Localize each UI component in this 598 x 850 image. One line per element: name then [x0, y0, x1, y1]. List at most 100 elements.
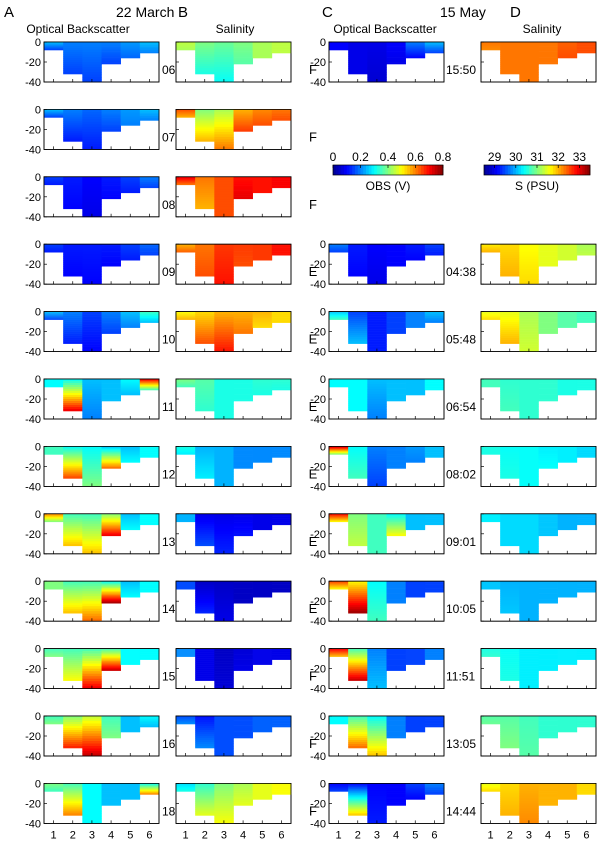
- data-cell: [120, 317, 141, 319]
- data-cell: [424, 251, 445, 253]
- data-cell: [195, 535, 215, 539]
- data-cell: [557, 657, 578, 659]
- data-cell: [139, 449, 160, 451]
- station-column-3: [214, 648, 234, 689]
- data-cell: [348, 474, 368, 477]
- data-cell: [176, 380, 196, 382]
- data-cell: [214, 810, 234, 814]
- data-cell: [82, 121, 102, 125]
- data-cell: [120, 109, 141, 111]
- data-cell: [519, 603, 539, 607]
- data-cell: [557, 524, 578, 527]
- data-cell: [405, 595, 426, 597]
- data-cell: [557, 379, 578, 381]
- data-cell: [405, 660, 426, 662]
- data-cell: [176, 44, 196, 46]
- data-cell: [329, 518, 349, 520]
- data-cell: [538, 582, 558, 585]
- data-cell: [82, 663, 102, 667]
- data-cell: [329, 786, 349, 788]
- data-cell: [101, 581, 121, 583]
- station-column-3: [367, 513, 387, 555]
- data-cell: [519, 678, 539, 682]
- data-cell: [519, 259, 539, 262]
- data-cell: [176, 116, 196, 118]
- data-cell: [405, 386, 426, 388]
- data-cell: [139, 718, 160, 720]
- data-cell: [195, 783, 215, 786]
- data-cell: [176, 112, 196, 114]
- data-cell: [120, 251, 141, 253]
- data-cell: [63, 252, 83, 255]
- data-cell: [271, 245, 292, 247]
- data-cell: [101, 531, 121, 534]
- data-cell: [557, 458, 578, 460]
- data-cell: [233, 658, 253, 660]
- data-cell: [557, 453, 578, 455]
- data-cell: [367, 404, 387, 407]
- data-cell: [233, 515, 253, 517]
- data-cell: [519, 42, 539, 45]
- data-cell: [44, 520, 64, 522]
- data-cell: [176, 452, 196, 454]
- data-cell: [214, 209, 234, 213]
- data-cell: [252, 718, 273, 720]
- data-cell: [329, 380, 349, 382]
- data-cell: [214, 336, 234, 340]
- data-cell: [329, 521, 349, 523]
- data-cell: [44, 654, 64, 656]
- data-cell: [252, 113, 273, 115]
- data-cell: [424, 42, 445, 43]
- data-cell: [500, 252, 520, 255]
- data-cell: [44, 449, 64, 451]
- data-cell: [214, 339, 234, 342]
- data-cell: [386, 244, 406, 246]
- data-cell: [386, 59, 406, 62]
- data-cell: [252, 53, 273, 55]
- data-cell: [405, 658, 426, 660]
- data-cell: [519, 611, 539, 614]
- data-cell: [481, 588, 501, 590]
- data-cell: [120, 393, 141, 395]
- data-cell: [367, 271, 387, 275]
- data-cell: [329, 588, 349, 589]
- data-cell: [176, 183, 196, 185]
- data-cell: [63, 587, 83, 590]
- data-cell: [557, 719, 578, 721]
- y-tick-label: -40: [310, 818, 326, 830]
- data-cell: [101, 804, 121, 806]
- data-cell: [481, 380, 501, 382]
- data-cell: [214, 119, 234, 123]
- data-cell: [44, 109, 64, 111]
- data-cell: [386, 586, 406, 589]
- data-cell: [195, 272, 215, 275]
- data-cell: [557, 320, 578, 322]
- data-cell: [538, 244, 558, 246]
- data-cell: [367, 613, 387, 617]
- data-cell: [139, 590, 160, 592]
- data-cell: [538, 649, 558, 652]
- data-cell: [519, 731, 539, 734]
- data-cell: [348, 728, 368, 731]
- data-cell: [252, 114, 273, 116]
- data-cell: [44, 109, 64, 111]
- data-cell: [386, 717, 406, 720]
- data-cell: [519, 244, 539, 247]
- data-cell: [500, 726, 520, 729]
- station-column-3: [519, 716, 539, 757]
- data-cell: [576, 244, 597, 246]
- data-cell: [405, 716, 426, 718]
- data-cell: [120, 44, 141, 46]
- data-cell: [424, 380, 445, 382]
- data-cell: [120, 392, 141, 394]
- data-cell: [252, 729, 273, 731]
- station-column-4: [101, 581, 121, 604]
- data-cell: [63, 535, 83, 539]
- data-cell: [214, 319, 234, 322]
- data-cell: [214, 453, 234, 457]
- data-cell: [214, 144, 234, 148]
- station-column-1: [176, 244, 196, 253]
- station-column-6: [576, 513, 597, 526]
- data-cell: [271, 319, 292, 321]
- station-column-1: [44, 783, 64, 792]
